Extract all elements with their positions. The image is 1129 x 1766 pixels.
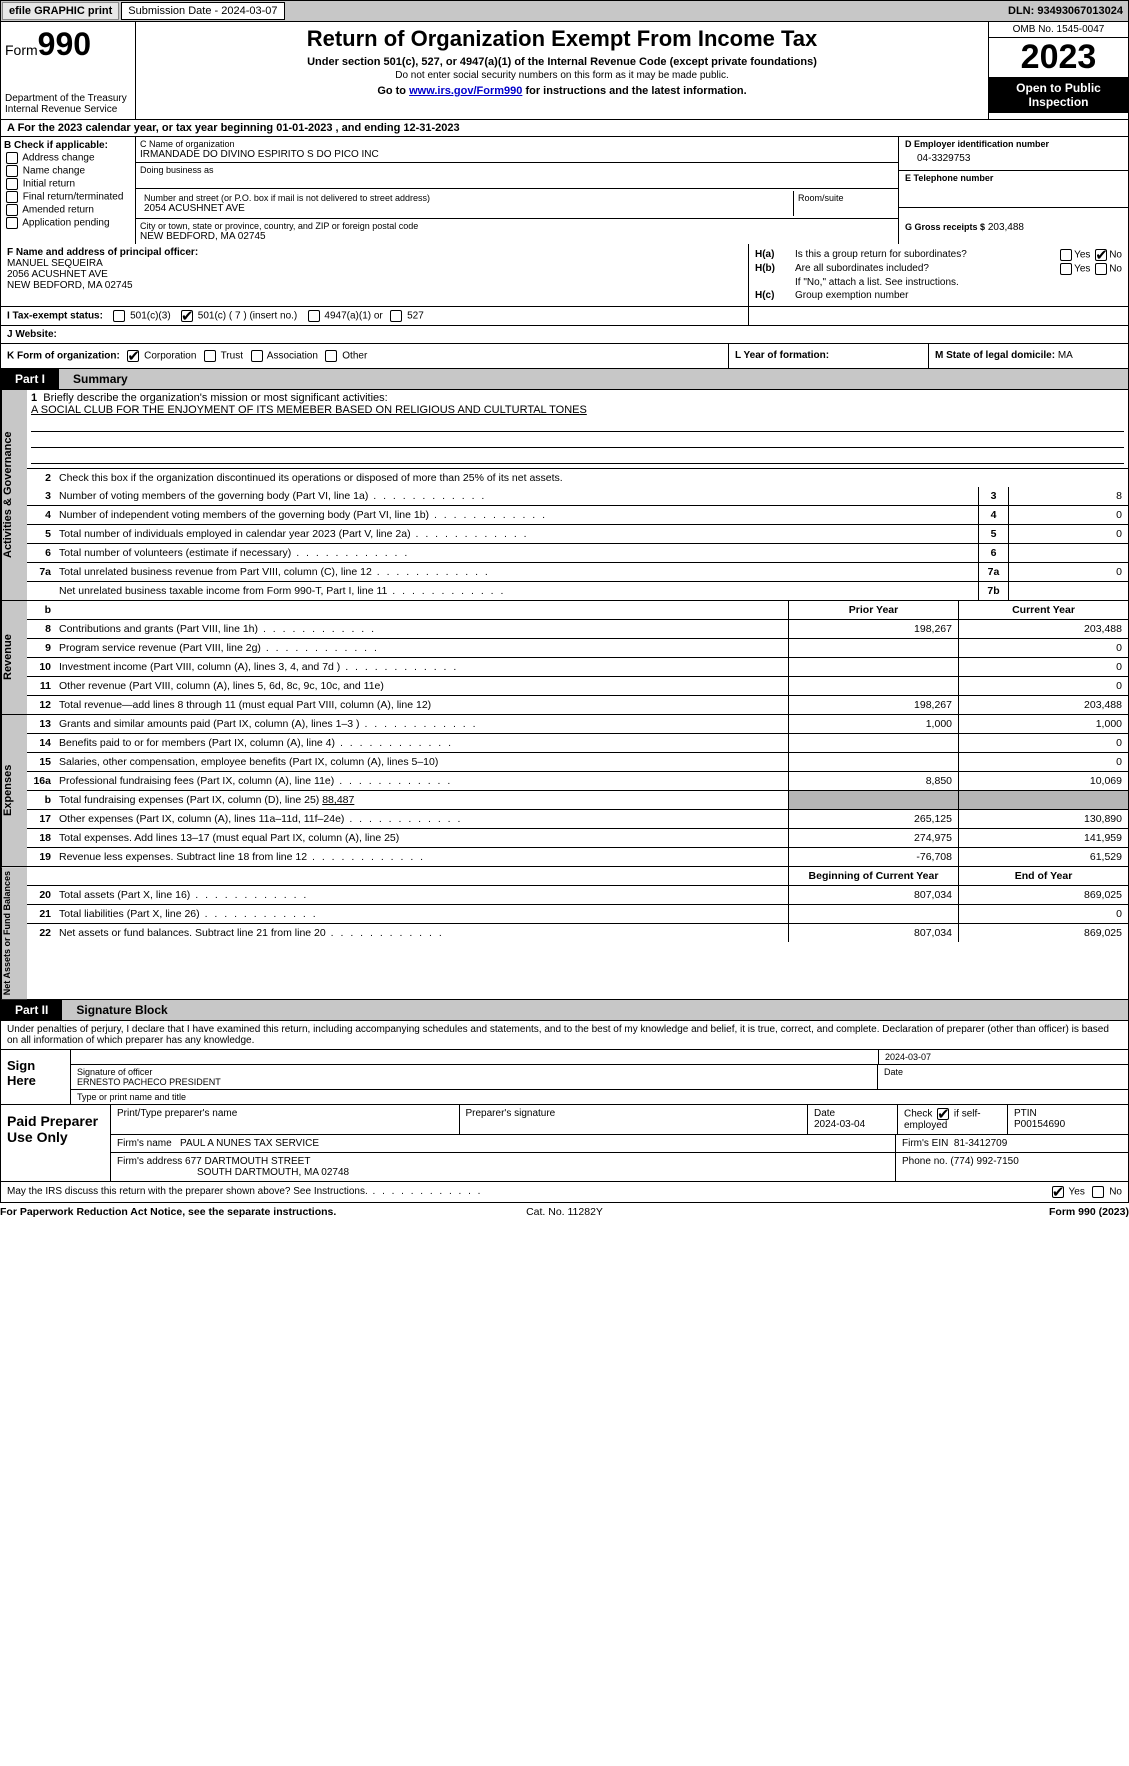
summary-netassets: Net Assets or Fund Balances Beginning of…: [0, 867, 1129, 1000]
topbar: efile GRAPHIC print Submission Date - 20…: [0, 0, 1129, 22]
subtitle-2: Do not enter social security numbers on …: [140, 70, 984, 81]
form-title: Return of Organization Exempt From Incom…: [140, 26, 984, 52]
omb-number: OMB No. 1545-0047: [989, 22, 1128, 38]
hb-no[interactable]: [1095, 263, 1107, 275]
summary-expenses: Expenses 13Grants and similar amounts pa…: [0, 715, 1129, 867]
summary-governance: Activities & Governance 1 Briefly descri…: [0, 390, 1129, 601]
hb-yes[interactable]: [1060, 263, 1072, 275]
chk-assoc[interactable]: [251, 350, 263, 362]
box-hc-cont: [748, 307, 1128, 325]
chk-corp[interactable]: [127, 350, 139, 362]
form-number: 990: [38, 26, 91, 62]
box-j: J Website:: [0, 326, 1129, 344]
dln: DLN: 93493067013024: [1008, 5, 1127, 17]
chk-other[interactable]: [325, 350, 337, 362]
box-k: K Form of organization: Corporation Trus…: [1, 344, 728, 368]
form-prefix: Form: [5, 42, 38, 58]
summary-revenue: Revenue bPrior YearCurrent Year 8Contrib…: [0, 601, 1129, 715]
ha-no[interactable]: [1095, 249, 1107, 261]
box-h: H(a)Is this a group return for subordina…: [748, 244, 1128, 306]
chk-501c[interactable]: [181, 310, 193, 322]
public-inspection: Open to Public Inspection: [989, 77, 1128, 113]
line-a: A For the 2023 calendar year, or tax yea…: [0, 120, 1129, 137]
part2-header: Part IISignature Block: [0, 1000, 1129, 1021]
discuss-irs: May the IRS discuss this return with the…: [0, 1182, 1129, 1203]
chk-pending[interactable]: [6, 217, 18, 229]
chk-final[interactable]: [6, 191, 18, 203]
dept-treasury: Department of the Treasury Internal Reve…: [5, 93, 131, 115]
sign-here: Sign Here 2024-03-07 Signature of office…: [0, 1050, 1129, 1105]
chk-trust[interactable]: [204, 350, 216, 362]
form-header: Form990 Department of the Treasury Inter…: [0, 22, 1129, 120]
submission-date: Submission Date - 2024-03-07: [121, 2, 284, 20]
ha-yes[interactable]: [1060, 249, 1072, 261]
chk-selfemp[interactable]: [937, 1108, 949, 1120]
irs-link[interactable]: www.irs.gov/Form990: [409, 85, 522, 97]
tax-year: 2023: [989, 38, 1128, 77]
box-c: C Name of organizationIRMANDADE DO DIVIN…: [136, 137, 898, 244]
box-b: B Check if applicable: Address change Na…: [1, 137, 136, 244]
box-d-e-g: D Employer identification number04-33297…: [898, 137, 1128, 244]
subtitle-1: Under section 501(c), 527, or 4947(a)(1)…: [140, 56, 984, 68]
efile-btn[interactable]: efile GRAPHIC print: [2, 2, 119, 20]
chk-4947[interactable]: [308, 310, 320, 322]
box-l: L Year of formation:: [728, 344, 928, 368]
chk-name[interactable]: [6, 165, 18, 177]
discuss-no[interactable]: [1092, 1186, 1104, 1198]
chk-initial[interactable]: [6, 178, 18, 190]
box-m: M State of legal domicile: MA: [928, 344, 1128, 368]
box-i: I Tax-exempt status: 501(c)(3) 501(c) ( …: [1, 307, 748, 325]
part1-header: Part ISummary: [0, 369, 1129, 390]
footer: For Paperwork Reduction Act Notice, see …: [0, 1203, 1129, 1221]
chk-527[interactable]: [390, 310, 402, 322]
chk-address[interactable]: [6, 152, 18, 164]
box-f: F Name and address of principal officer:…: [1, 244, 748, 306]
chk-501c3[interactable]: [113, 310, 125, 322]
discuss-yes[interactable]: [1052, 1186, 1064, 1198]
chk-amended[interactable]: [6, 204, 18, 216]
paid-preparer: Paid Preparer Use Only Print/Type prepar…: [0, 1105, 1129, 1182]
subtitle-3: Go to www.irs.gov/Form990 for instructio…: [140, 85, 984, 97]
declaration: Under penalties of perjury, I declare th…: [0, 1021, 1129, 1050]
